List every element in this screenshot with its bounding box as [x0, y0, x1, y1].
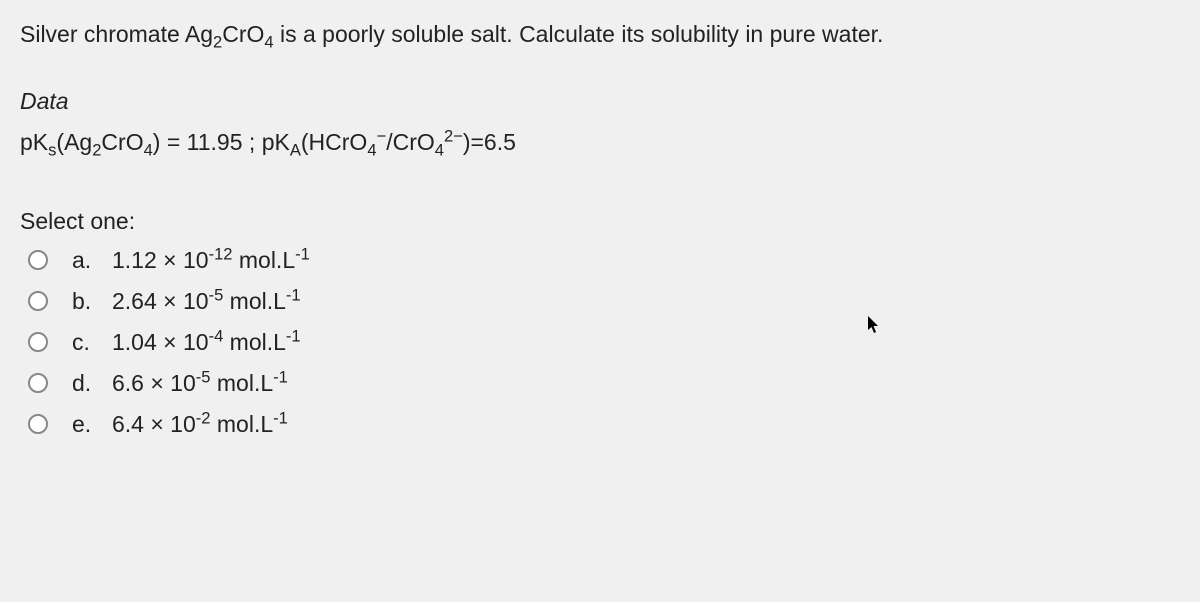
f-sup-minus: − [377, 127, 387, 146]
opt-unit-exp: -1 [286, 326, 301, 345]
f-p7: )=6.5 [463, 129, 516, 155]
option-letter: b. [72, 288, 112, 315]
q-sub2: 4 [264, 33, 273, 52]
data-label: Data [20, 88, 1180, 115]
option-text: 1.12 × 10-12 mol.L-1 [112, 247, 310, 274]
opt-coef: 6.4 × 10 [112, 411, 196, 437]
opt-exp: -5 [196, 367, 211, 386]
f-p6: /CrO [386, 129, 435, 155]
radio-c[interactable] [28, 332, 48, 352]
opt-exp: -2 [196, 408, 211, 427]
option-text: 6.4 × 10-2 mol.L-1 [112, 411, 288, 438]
option-text: 6.6 × 10-5 mol.L-1 [112, 370, 288, 397]
opt-unit-exp: -1 [273, 408, 288, 427]
opt-unit-pre: mol.L [223, 288, 286, 314]
f-sub-4b: 4 [367, 141, 376, 160]
opt-exp: -5 [209, 285, 224, 304]
data-section: Data pKs(Ag2CrO4) = 11.95 ; pKA(HCrO4−/C… [20, 88, 1180, 160]
f-p4: ) = 11.95 ; pK [153, 129, 290, 155]
q-mid1: CrO [222, 21, 264, 47]
opt-coef: 2.64 × 10 [112, 288, 209, 314]
opt-coef: 6.6 × 10 [112, 370, 196, 396]
option-d[interactable]: d. 6.6 × 10-5 mol.L-1 [28, 370, 1180, 397]
q-prefix: Silver chromate Ag [20, 21, 213, 47]
option-b[interactable]: b. 2.64 × 10-5 mol.L-1 [28, 288, 1180, 315]
opt-unit-pre: mol.L [211, 370, 274, 396]
options-list: a. 1.12 × 10-12 mol.L-1 b. 2.64 × 10-5 m… [20, 247, 1180, 438]
f-sub-4a: 4 [144, 141, 153, 160]
radio-b[interactable] [28, 291, 48, 311]
f-p3: CrO [101, 129, 143, 155]
opt-unit-exp: -1 [295, 244, 310, 263]
opt-unit-pre: mol.L [223, 329, 286, 355]
select-one-label: Select one: [20, 208, 1180, 235]
option-c[interactable]: c. 1.04 × 10-4 mol.L-1 [28, 329, 1180, 356]
f-sub-A: A [290, 141, 301, 160]
data-formula: pKs(Ag2CrO4) = 11.95 ; pKA(HCrO4−/CrO42−… [20, 125, 1180, 160]
question-text: Silver chromate Ag2CrO4 is a poorly solu… [20, 18, 1180, 50]
opt-unit-pre: mol.L [232, 247, 295, 273]
opt-coef: 1.04 × 10 [112, 329, 209, 355]
option-text: 2.64 × 10-5 mol.L-1 [112, 288, 301, 315]
opt-unit-exp: -1 [286, 285, 301, 304]
opt-unit-pre: mol.L [211, 411, 274, 437]
opt-unit-exp: -1 [273, 367, 288, 386]
option-a[interactable]: a. 1.12 × 10-12 mol.L-1 [28, 247, 1180, 274]
option-letter: d. [72, 370, 112, 397]
option-text: 1.04 × 10-4 mol.L-1 [112, 329, 301, 356]
f-p5: (HCrO [301, 129, 367, 155]
opt-coef: 1.12 × 10 [112, 247, 209, 273]
option-letter: e. [72, 411, 112, 438]
opt-exp: -12 [209, 244, 233, 263]
q-sub1: 2 [213, 33, 222, 52]
radio-e[interactable] [28, 414, 48, 434]
f-sub-4c: 4 [435, 141, 444, 160]
option-e[interactable]: e. 6.4 × 10-2 mol.L-1 [28, 411, 1180, 438]
f-p1: pK [20, 129, 48, 155]
f-sup-2minus: 2− [444, 127, 463, 146]
q-suffix: is a poorly soluble salt. Calculate its … [274, 21, 884, 47]
f-p2: (Ag [56, 129, 92, 155]
radio-a[interactable] [28, 250, 48, 270]
option-letter: c. [72, 329, 112, 356]
opt-exp: -4 [209, 326, 224, 345]
option-letter: a. [72, 247, 112, 274]
radio-d[interactable] [28, 373, 48, 393]
